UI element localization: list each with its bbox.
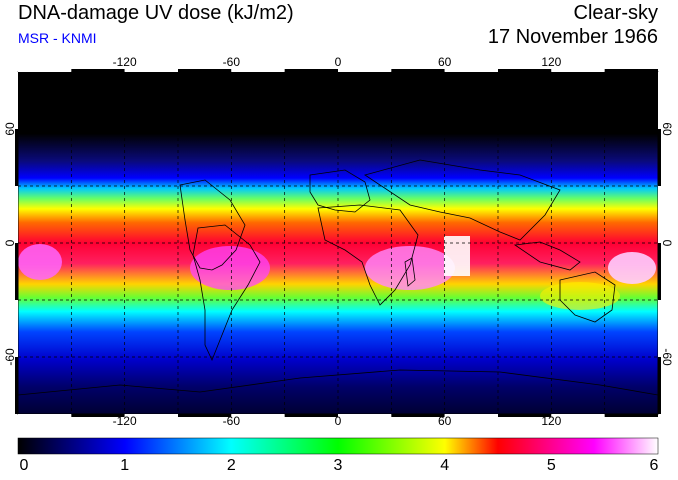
longitude-tick-label: 60	[437, 414, 452, 428]
colorbar-tick-label: 2	[226, 457, 236, 474]
colorbar-tick-label: 1	[120, 457, 130, 474]
frame-tick-top	[391, 69, 445, 72]
hotspot-pacific	[18, 244, 62, 280]
graticule	[18, 72, 658, 414]
frame-tick-top	[284, 69, 338, 72]
hotspot-indian-ocean	[444, 236, 470, 276]
longitude-tick-label: -60	[222, 414, 240, 428]
coast-africa	[317, 204, 419, 306]
hotspot-south-america	[190, 246, 270, 290]
frame-tick-left	[15, 72, 18, 129]
frame-tick-left	[15, 243, 18, 300]
colorbar	[17, 437, 659, 455]
coast-madagascar	[404, 257, 416, 287]
coast-north-south-america	[179, 179, 246, 271]
colorbar-tick-label: 4	[440, 457, 450, 474]
frame-tick-bottom	[604, 414, 658, 417]
source-label: MSR - KNMI	[18, 30, 97, 46]
latitude-tick-label-left: 60	[3, 122, 17, 136]
sky-condition-label: Clear-sky	[573, 2, 658, 24]
latitude-tick-label-left: -60	[3, 348, 17, 366]
frame-tick-bottom	[444, 414, 498, 417]
longitude-tick-label: -120	[112, 55, 137, 69]
colorbar-tick-label: 0	[19, 457, 29, 474]
longitude-tick-label: 0	[334, 414, 342, 428]
frame-tick-bottom	[498, 414, 552, 417]
yellow-band-australia	[540, 282, 620, 310]
frame-tick-bottom	[71, 414, 125, 417]
hotspot-australia-east	[608, 252, 656, 284]
latitude-tick-label-right: 60	[660, 122, 674, 136]
frame-tick-right	[658, 243, 661, 300]
longitude-tick-label: 120	[541, 55, 562, 69]
frame-tick-bottom	[284, 414, 338, 417]
coast-south-america	[192, 224, 261, 362]
colorbar-tick-label: 6	[649, 457, 659, 474]
frame-tick-left	[15, 357, 18, 414]
frame-tick-top	[124, 69, 178, 72]
frame-tick-bottom	[124, 414, 178, 417]
coast-indonesia	[513, 241, 581, 271]
frame-tick-top	[444, 69, 498, 72]
frame-tick-left	[15, 300, 18, 357]
latitude-tick-label-right: -60	[660, 348, 674, 366]
longitude-tick-label: 120	[541, 414, 562, 428]
frame-tick-bottom	[338, 414, 392, 417]
frame-tick-bottom	[551, 414, 605, 417]
longitude-tick-label: -60	[222, 55, 240, 69]
frame-tick-top	[178, 69, 232, 72]
date-label: 17 November 1966	[487, 26, 658, 48]
frame-tick-bars	[15, 69, 661, 417]
frame-tick-bottom	[391, 414, 445, 417]
frame-tick-top	[498, 69, 552, 72]
frame-tick-right	[658, 129, 661, 186]
frame-tick-right	[658, 72, 661, 129]
frame-tick-right	[658, 357, 661, 414]
frame-tick-top	[551, 69, 605, 72]
coast-australia	[559, 271, 616, 323]
latitude-tick-label-left: 0	[3, 239, 17, 247]
longitude-tick-label: 60	[437, 55, 452, 69]
coast-antarctica	[18, 369, 658, 396]
longitude-tick-label: 0	[334, 55, 342, 69]
latitude-tick-label-right: 0	[660, 239, 674, 247]
colorbar-tick-label: 3	[333, 457, 343, 474]
frame-tick-right	[658, 300, 661, 357]
frame-tick-top	[604, 69, 658, 72]
coastlines	[18, 159, 658, 396]
colorbar-tick-label: 5	[546, 457, 556, 474]
map-field	[18, 72, 658, 414]
frame-tick-left	[15, 129, 18, 186]
frame-tick-bottom	[18, 414, 72, 417]
frame-tick-top	[18, 69, 72, 72]
hotspot-africa	[365, 246, 455, 290]
frame-tick-top	[71, 69, 125, 72]
frame-tick-right	[658, 186, 661, 243]
frame-tick-bottom	[178, 414, 232, 417]
coast-europe	[309, 169, 371, 213]
map-title: DNA-damage UV dose (kJ/m2)	[18, 2, 294, 24]
frame-tick-bottom	[231, 414, 285, 417]
longitude-tick-label: -120	[112, 414, 137, 428]
coast-asia	[364, 159, 561, 241]
frame-tick-top	[231, 69, 285, 72]
frame-tick-top	[338, 69, 392, 72]
frame-tick-left	[15, 186, 18, 243]
